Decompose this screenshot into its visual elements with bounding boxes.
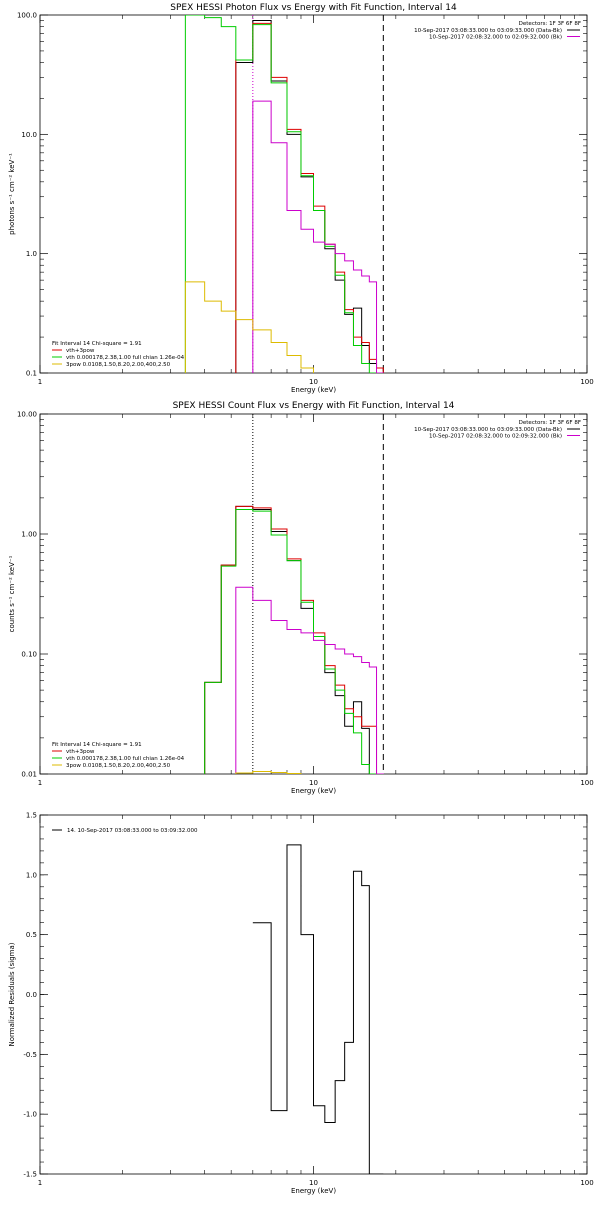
fit-legend-label: vth 0.000178,2.38,1.00 full chian 1.26e-…: [66, 756, 185, 762]
y-tick-label: 0.01: [21, 771, 37, 779]
detectors-label: Detectors: 1F 3F 6F 8F: [519, 420, 581, 426]
y-tick-label: 0.1: [26, 370, 37, 378]
y-axis: -1.5 -1.0 -0.5 0.0 0.5 1.0 1.5: [23, 812, 587, 1179]
chart-title: SPEX HESSI Photon Flux vs Energy with Fi…: [170, 3, 457, 13]
y-tick-label: 1.0: [26, 250, 37, 258]
detectors-label: Detectors: 1F 3F 6F 8F: [519, 21, 581, 27]
chart-panel-2: 1 10 100 0.01 0.10 1.00 10.00 SPEX HESSI Count …: [8, 401, 594, 795]
y-tick-label: 0.0: [26, 991, 37, 999]
plot-area: [204, 414, 384, 774]
y-tick-label: 1.00: [21, 531, 37, 539]
y-tick-label: -0.5: [23, 1051, 37, 1059]
x-axis-label: Energy (keV): [291, 1187, 336, 1195]
fit-legend-label: vth+3pow: [66, 749, 95, 755]
chart-panel-3: 1 10 100 -1.5 -1.0 -0.5 0.0 0.5 1.0 1.5 Energy (ke…: [8, 812, 594, 1196]
series-step-line-5: [184, 281, 314, 373]
x-tick-label: 10: [309, 1179, 318, 1187]
legend-entry-label: 10-Sep-2017 02:08:32.000 to 02:09:32.000…: [429, 35, 562, 41]
x-axis: 1 10 100: [38, 815, 594, 1187]
x-tick-label: 100: [580, 378, 593, 386]
series-step-line-4: [252, 100, 384, 373]
y-tick-label: 10.00: [17, 411, 37, 419]
y-tick-label: 1.0: [26, 871, 37, 879]
series-step-line-2: [204, 505, 378, 774]
legend-entry-label: 10-Sep-2017 02:08:32.000 to 02:09:32.000…: [429, 434, 562, 440]
residual-legend: 14. 10-Sep-2017 03:08:33.000 to 03:09:32…: [52, 828, 198, 834]
y-axis-label: Normalized Residuals (sigma): [8, 942, 16, 1046]
plot-area: [184, 15, 384, 373]
plot-area: [252, 844, 384, 1174]
fit-header: Fit Interval 14 Chi-square = 1.91: [52, 742, 142, 748]
legend-entry-label: 10-Sep-2017 03:08:33.000 to 03:09:33.000…: [414, 427, 562, 433]
legend-entry-label: 10-Sep-2017 03:08:33.000 to 03:09:33.000…: [414, 28, 562, 34]
x-tick-label: 10: [309, 378, 318, 386]
x-tick-label: 10: [309, 779, 318, 787]
y-axis-label: photons s⁻¹ cm⁻² keV⁻¹: [8, 153, 16, 235]
series-step-line-2: [235, 22, 384, 373]
y-tick-label: -1.0: [23, 1111, 37, 1119]
y-tick-label: 10.0: [21, 131, 37, 139]
chart-title: SPEX HESSI Count Flux vs Energy with Fit…: [173, 401, 455, 411]
x-tick-label: 100: [580, 779, 593, 787]
x-axis-label: Energy (keV): [291, 787, 336, 795]
x-tick-label: 1: [38, 378, 42, 386]
y-tick-label: 0.10: [21, 651, 37, 659]
x-axis-label: Energy (keV): [291, 386, 336, 394]
x-axis: 1 10 100: [38, 15, 594, 386]
fit-legend: Fit Interval 14 Chi-square = 1.91vth+3po…: [52, 341, 185, 368]
x-tick-label: 100: [580, 1179, 593, 1187]
fit-header: Fit Interval 14 Chi-square = 1.91: [52, 341, 142, 347]
series-step-line-1: [252, 844, 384, 1174]
x-tick-label: 1: [38, 779, 42, 787]
series-step-line-1: [204, 505, 378, 774]
series-step-line-4: [235, 586, 384, 774]
residual-legend-label: 14. 10-Sep-2017 03:08:33.000 to 03:09:32…: [67, 828, 198, 834]
fit-legend-label: 3pow 0.0108,1.50,8.20,2.00,400,2.50: [66, 362, 171, 368]
fit-legend-label: vth+3pow: [66, 348, 95, 354]
x-axis: 1 10 100: [38, 414, 594, 787]
series-step-line-3: [204, 509, 378, 774]
y-tick-label: 100.0: [17, 12, 37, 20]
fit-legend-label: vth 0.000178,2.38,1.00 full chian 1.26e-…: [66, 355, 185, 361]
y-axis: 0.1 1.0 10.0 100.0: [17, 12, 587, 378]
fit-legend-label: 3pow 0.0108,1.50,8.20,2.00,400,2.50: [66, 763, 171, 769]
y-tick-label: -1.5: [23, 1171, 37, 1179]
chart-panel-1: 1 10 100 0.1 1.0 10.0 100.0 SPEX HESSI Photon F…: [8, 3, 594, 394]
fit-legend: Fit Interval 14 Chi-square = 1.91vth+3po…: [52, 742, 185, 769]
y-tick-label: 0.5: [26, 931, 37, 939]
y-tick-label: 1.5: [26, 812, 37, 820]
series-step-line-3: [184, 15, 378, 373]
plot-frame: [39, 413, 588, 775]
series-step-line-5: [235, 770, 302, 774]
x-tick-label: 1: [38, 1179, 42, 1187]
y-axis-label: counts s⁻¹ cm⁻² keV⁻¹: [8, 555, 16, 632]
y-axis: 0.01 0.10 1.00 10.00: [17, 411, 587, 779]
